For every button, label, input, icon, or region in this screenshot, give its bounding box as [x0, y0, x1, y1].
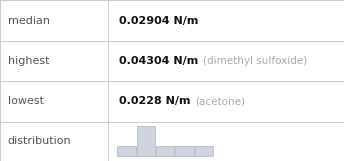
Bar [175, 146, 193, 156]
Bar [137, 126, 155, 156]
Bar [118, 146, 136, 156]
Text: (acetone): (acetone) [195, 96, 245, 106]
Text: distribution: distribution [8, 136, 71, 146]
Text: highest: highest [8, 56, 49, 66]
Text: 0.0228 N/m: 0.0228 N/m [119, 96, 190, 106]
Text: (dimethyl sulfoxide): (dimethyl sulfoxide) [203, 56, 307, 66]
Bar [195, 146, 213, 156]
Text: lowest: lowest [8, 96, 44, 106]
Bar [156, 146, 174, 156]
Text: 0.04304 N/m: 0.04304 N/m [119, 56, 198, 66]
Text: 0.02904 N/m: 0.02904 N/m [119, 15, 198, 26]
Text: median: median [8, 15, 50, 26]
